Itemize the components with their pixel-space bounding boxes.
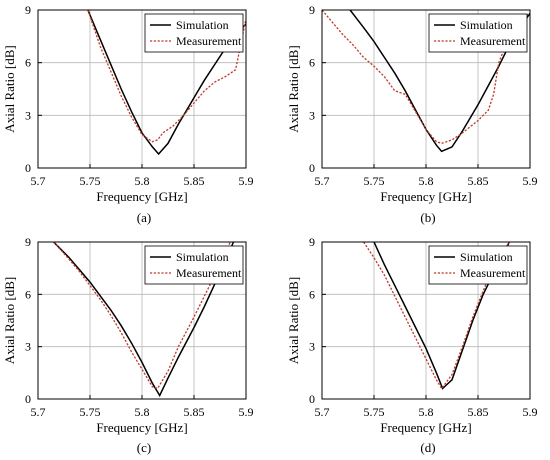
x-tick-label: 5.9 [523, 405, 538, 419]
legend-label-measurement: Measurement [176, 34, 242, 48]
x-tick-label: 5.85 [468, 174, 489, 188]
y-tick-label: 9 [309, 235, 315, 249]
y-tick-label: 3 [309, 340, 315, 354]
y-tick-label: 0 [309, 161, 315, 175]
chart-panel-1: 5.7 5.75 5.8 5.85 5.9 0 3 6 9 Frequency [GHz] Axia… [2, 3, 254, 225]
x-tick-label: 5.75 [80, 405, 101, 419]
x-axis-label: Frequency [GHz] [380, 189, 471, 204]
x-tick-label: 5.85 [184, 405, 205, 419]
y-tick-label: 9 [309, 3, 315, 17]
y-tick-label: 3 [25, 108, 31, 122]
legend-label-measurement: Measurement [460, 266, 526, 280]
x-tick-label: 5.75 [80, 174, 101, 188]
series-line-measurement [87, 10, 246, 143]
y-tick-label: 6 [309, 56, 315, 70]
x-tick-label: 5.7 [315, 405, 330, 419]
x-axis-label: Frequency [GHz] [380, 420, 471, 435]
y-axis-label: Axial Ratio [dB] [286, 45, 301, 132]
legend: Simulation Measurement [428, 13, 528, 53]
x-tick-label: 5.8 [419, 174, 434, 188]
x-tick-label: 5.9 [239, 405, 254, 419]
series-line-simulation [87, 10, 246, 156]
x-tick-label: 5.85 [468, 405, 489, 419]
x-axis-label: Frequency [GHz] [96, 420, 187, 435]
x-tick-label: 5.8 [135, 405, 150, 419]
x-tick-label: 5.75 [364, 174, 385, 188]
y-tick-label: 0 [25, 392, 31, 406]
x-tick-label: 5.7 [31, 405, 46, 419]
y-tick-label: 9 [25, 235, 31, 249]
legend-box [428, 13, 528, 53]
legend-label-simulation: Simulation [176, 18, 229, 32]
legend-box [144, 13, 244, 53]
x-tick-label: 5.8 [419, 405, 434, 419]
legend-label-simulation: Simulation [460, 18, 513, 32]
legend-label-simulation: Simulation [460, 250, 513, 264]
y-tick-label: 6 [25, 56, 31, 70]
legend: Simulation Measurement [428, 245, 528, 285]
chart-panel-4: 5.7 5.75 5.8 5.85 5.9 0 3 6 9 Frequency [GHz] Axia… [286, 235, 538, 455]
x-tick-label: 5.85 [184, 174, 205, 188]
legend: Simulation Measurement [144, 245, 244, 285]
y-axis-label: Axial Ratio [dB] [286, 277, 301, 364]
x-axis-label: Frequency [GHz] [96, 189, 187, 204]
series-line-measurement [322, 10, 530, 145]
series-line-simulation [349, 10, 530, 153]
x-tick-label: 5.9 [523, 174, 538, 188]
x-tick-label: 5.8 [135, 174, 150, 188]
y-tick-label: 0 [309, 392, 315, 406]
y-tick-label: 6 [25, 287, 31, 301]
y-tick-label: 0 [25, 161, 31, 175]
chart-panel-3: 5.7 5.75 5.8 5.85 5.9 0 3 6 9 Frequency [GHz] Axia… [2, 235, 254, 455]
panel-caption: (a) [137, 210, 151, 225]
legend: Simulation Measurement [144, 13, 244, 53]
panel-caption: (c) [137, 440, 151, 455]
panel-caption: (b) [420, 210, 435, 225]
legend-box [144, 245, 244, 285]
y-tick-label: 6 [309, 287, 315, 301]
panel-caption: (d) [420, 440, 435, 455]
x-tick-label: 5.75 [364, 405, 385, 419]
legend-label-measurement: Measurement [176, 266, 242, 280]
x-tick-label: 5.9 [239, 174, 254, 188]
y-tick-label: 9 [25, 3, 31, 17]
x-tick-label: 5.7 [315, 174, 330, 188]
x-tick-label: 5.7 [31, 174, 46, 188]
y-axis-label: Axial Ratio [dB] [2, 45, 17, 132]
series-line-simulation [53, 242, 235, 398]
y-tick-label: 3 [25, 340, 31, 354]
legend-label-simulation: Simulation [176, 250, 229, 264]
y-tick-label: 3 [309, 108, 315, 122]
y-axis-label: Axial Ratio [dB] [2, 277, 17, 364]
legend-box [428, 245, 528, 285]
legend-label-measurement: Measurement [460, 34, 526, 48]
chart-panel-2: 5.7 5.75 5.8 5.85 5.9 0 3 6 9 Frequency [GHz] Axia… [286, 3, 538, 225]
series-line-measurement [53, 242, 231, 390]
